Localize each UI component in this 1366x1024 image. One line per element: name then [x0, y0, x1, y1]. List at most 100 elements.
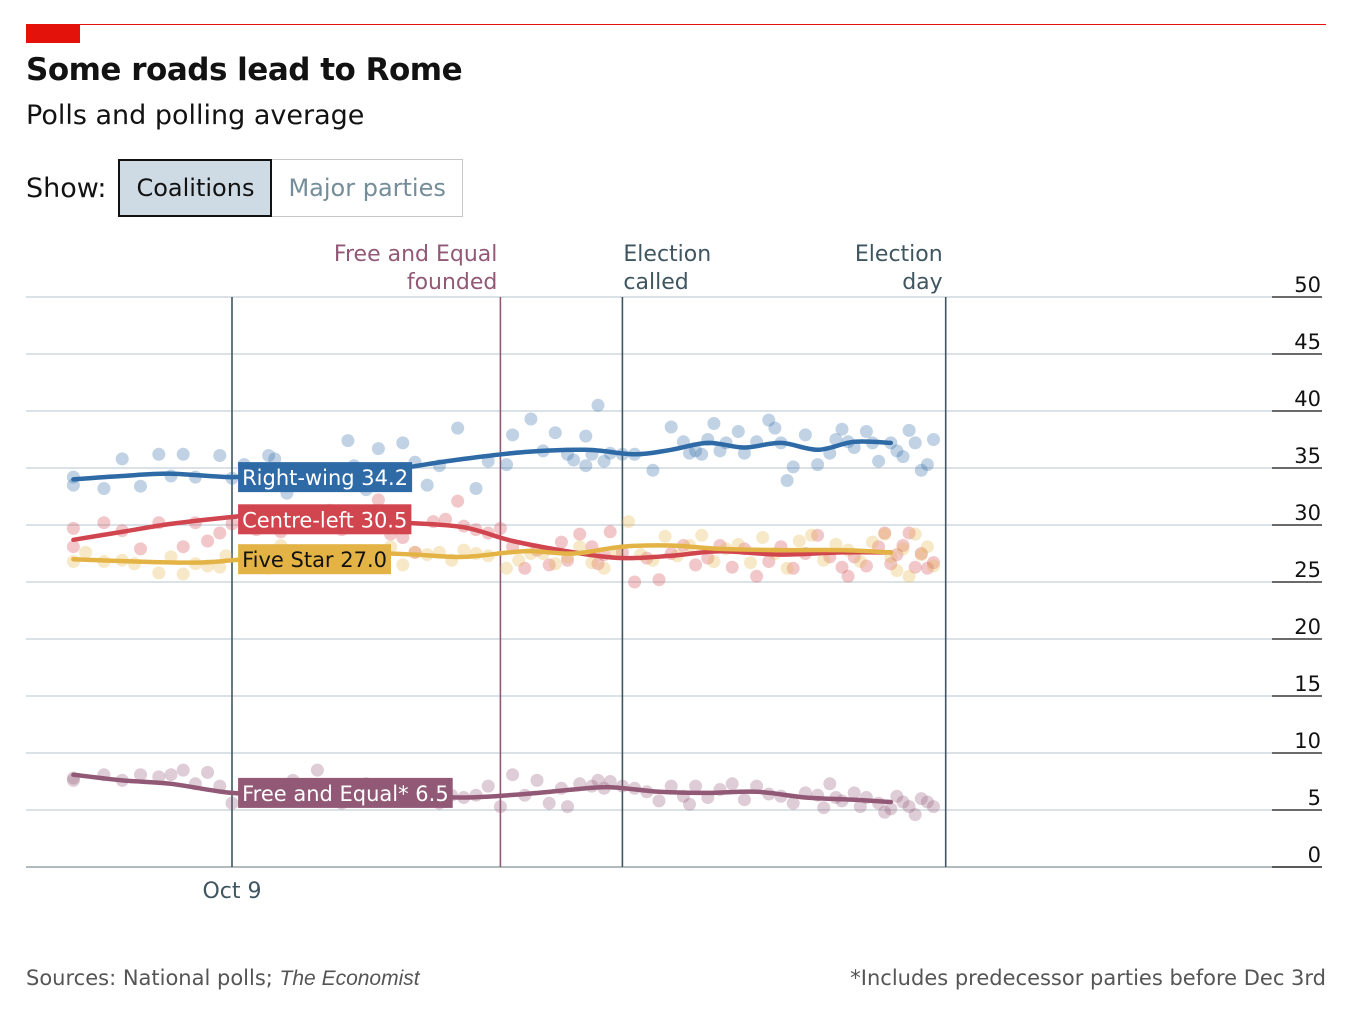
poll-dot [591, 557, 605, 571]
poll-dot [201, 534, 215, 548]
poll-dot [786, 460, 800, 474]
poll-dot [225, 796, 239, 810]
top-red-rule [26, 24, 1326, 25]
poll-dot [628, 575, 642, 589]
poll-dot [695, 528, 709, 542]
poll-dot [902, 526, 916, 540]
poll-dot [524, 412, 538, 426]
poll-dot [744, 556, 757, 570]
poll-dots-right-wing [66, 398, 940, 500]
event-label: Election [855, 242, 943, 267]
toggle-major-parties-button[interactable]: Major parties [272, 159, 463, 217]
series-label-right-wing: Right-wing 34.2 [238, 462, 413, 493]
poll-dot [890, 444, 904, 458]
series-label-text: Five Star 27.0 [242, 548, 387, 572]
poll-dot [451, 421, 465, 435]
series-label-free-and-equal: Free and Equal* 6.5 [238, 777, 453, 808]
poll-dot [786, 796, 800, 810]
poll-dot [518, 561, 532, 575]
poll-dot [493, 521, 507, 535]
poll-dot [603, 525, 617, 539]
poll-dot [591, 773, 605, 787]
sources-note: Sources: National polls; The Economist [26, 966, 420, 991]
poll-dot [908, 436, 922, 450]
y-tick-label: 25 [1294, 558, 1321, 582]
poll-dot [652, 573, 666, 587]
poll-dot [579, 459, 593, 473]
poll-dot [439, 512, 452, 526]
poll-dots-free-and-equal [66, 763, 940, 822]
poll-dot [927, 559, 940, 573]
poll-dot [896, 795, 910, 809]
poll-dot [683, 446, 696, 460]
poll-dot [780, 561, 794, 575]
poll-dot [506, 428, 520, 442]
poll-dot [371, 442, 385, 456]
chart-subtitle: Polls and polling average [26, 100, 365, 131]
poll-dot [115, 452, 129, 466]
poll-dot [902, 569, 916, 583]
brand-red-tag [26, 24, 80, 43]
poll-dot [866, 535, 879, 549]
poll-dot [176, 567, 190, 581]
series-label-text: Free and Equal* 6.5 [242, 782, 449, 806]
series-label-text: Right-wing 34.2 [242, 466, 408, 490]
poll-dot [737, 446, 751, 460]
poll-dot [920, 795, 934, 809]
y-tick-label: 30 [1294, 501, 1321, 525]
poll-dot [548, 557, 562, 571]
y-tick-label: 0 [1308, 843, 1321, 867]
y-tick-label: 35 [1294, 444, 1321, 468]
poll-dot [658, 529, 672, 543]
poll-dot [664, 779, 678, 793]
poll-dot [792, 534, 806, 548]
poll-dot [908, 560, 922, 574]
poll-dot [225, 517, 239, 531]
poll-dot [701, 551, 715, 565]
poll-dot [811, 528, 825, 542]
poll-dot [731, 425, 745, 438]
x-tick-label: Oct 9 [202, 879, 261, 904]
poll-dot [66, 521, 80, 535]
poll-dot [859, 559, 873, 573]
poll-dot [469, 482, 483, 495]
poll-dot [811, 458, 825, 472]
toggle-coalitions-button[interactable]: Coalitions [118, 159, 273, 217]
poll-dot [725, 777, 739, 791]
poll-dot [896, 542, 910, 556]
poll-dot [914, 463, 928, 477]
poll-dot [878, 805, 892, 819]
poll-dot [853, 800, 867, 814]
poll-dot [603, 775, 617, 788]
poll-dot [896, 539, 910, 552]
poll-dot [420, 478, 434, 492]
event-label: founded [407, 270, 498, 295]
series-label-box [238, 504, 412, 535]
poll-dot [371, 493, 385, 507]
poll-dot [689, 779, 703, 793]
poll-dot [920, 561, 934, 575]
y-tick-label: 5 [1308, 786, 1321, 810]
poll-dot [914, 548, 928, 562]
poll-dot [707, 555, 721, 568]
poll-dot [213, 560, 227, 574]
series-label-centre-left: Centre-left 30.5 [238, 504, 412, 535]
y-tick-label: 40 [1294, 387, 1321, 411]
poll-dot [573, 540, 587, 554]
poll-dot [920, 458, 934, 472]
poll-dot [134, 768, 147, 782]
poll-dot [927, 556, 940, 570]
poll-dot [213, 526, 227, 540]
series-label-text: Centre-left 30.5 [242, 508, 407, 532]
poll-dot [573, 527, 587, 541]
poll-dot [530, 773, 544, 787]
poll-dot [97, 482, 111, 495]
event-label: Election [623, 242, 711, 267]
poll-dot [798, 428, 812, 442]
poll-dot [176, 540, 190, 554]
poll-dot [756, 531, 770, 544]
poll-dot [762, 413, 776, 427]
footnote: *Includes predecessor parties before Dec… [850, 966, 1326, 990]
poll-dot [902, 800, 916, 814]
